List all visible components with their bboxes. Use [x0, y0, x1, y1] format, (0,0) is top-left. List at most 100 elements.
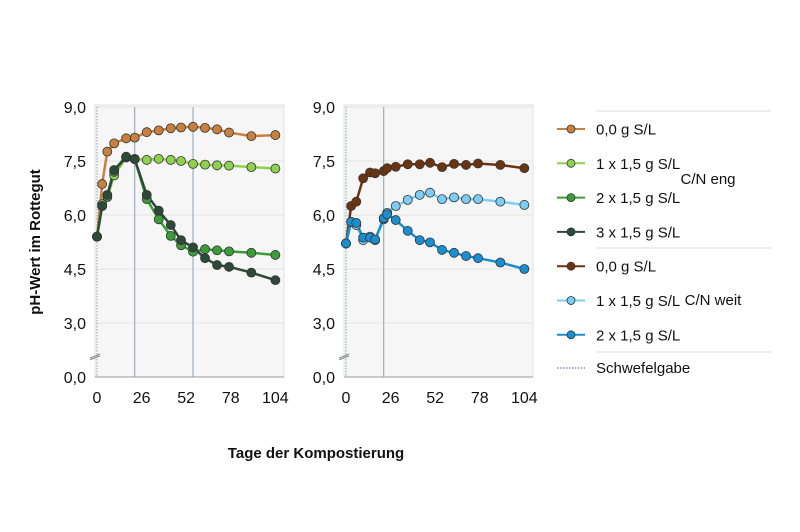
data-point	[390, 215, 401, 225]
data-point	[129, 132, 140, 143]
x-tick-label: 104	[262, 390, 289, 407]
data-point	[153, 153, 164, 164]
data-point	[270, 163, 281, 174]
data-point	[97, 179, 108, 189]
data-point	[212, 260, 222, 270]
legend-marker	[566, 296, 576, 305]
data-point	[414, 189, 425, 200]
x-tick-label: 0	[342, 390, 351, 407]
y-tick-label: 9,0	[313, 100, 335, 117]
data-point	[425, 157, 435, 168]
legend-label: 1 x 1,5 g S/L	[596, 293, 680, 310]
data-point	[270, 275, 281, 286]
data-point	[382, 209, 393, 220]
axis-break-icon	[338, 353, 350, 361]
legend-label: 0,0 g S/L	[596, 259, 656, 276]
legend-sulfur-label: Schwefelgabe	[596, 360, 690, 377]
y-tick-label: 4,5	[313, 262, 335, 279]
legend-label: 2 x 1,5 g S/L	[596, 190, 680, 207]
data-point	[425, 237, 435, 248]
data-point	[351, 196, 362, 207]
y-tick-label: 9,0	[64, 100, 86, 117]
data-point	[129, 154, 140, 165]
x-tick-label: 78	[222, 390, 240, 407]
data-point	[449, 247, 459, 258]
y-tick-label: 6,0	[313, 208, 335, 225]
data-point	[102, 189, 113, 200]
data-point	[212, 124, 222, 135]
y-tick-label: 7,5	[313, 154, 335, 171]
data-point	[153, 125, 164, 136]
data-point	[165, 220, 176, 230]
data-point	[437, 194, 447, 205]
x-tick-label: 26	[133, 390, 151, 407]
data-point	[176, 235, 186, 246]
data-point	[121, 133, 132, 144]
data-point	[141, 189, 152, 200]
data-point	[246, 247, 257, 258]
data-point	[200, 244, 210, 255]
data-point	[270, 250, 281, 260]
data-point	[224, 127, 234, 138]
data-point	[390, 201, 401, 211]
legend-marker	[566, 261, 576, 271]
data-point	[165, 155, 176, 165]
data-point	[109, 165, 120, 175]
y-axis-title: pH-Wert im Rottegut	[27, 169, 44, 315]
data-point	[351, 218, 362, 228]
y-tick-label: 7,5	[64, 154, 86, 171]
legend-marker	[566, 193, 576, 203]
y-tick-label: 3,0	[313, 316, 335, 333]
y-tick-label: 6,0	[64, 208, 86, 225]
data-point	[473, 194, 483, 205]
data-point	[390, 161, 401, 172]
data-point	[121, 151, 132, 162]
x-tick-label: 78	[471, 390, 489, 407]
data-point	[246, 267, 257, 278]
legend-label: 1 x 1,5 g S/L	[596, 156, 680, 173]
data-point	[495, 196, 506, 207]
data-point	[495, 257, 506, 268]
x-tick-label: 104	[511, 390, 538, 407]
data-point	[382, 163, 393, 174]
data-point	[425, 187, 435, 198]
data-point	[519, 264, 530, 274]
data-point	[188, 158, 198, 169]
data-point	[519, 200, 530, 210]
x-tick-label: 0	[93, 390, 102, 407]
data-point	[370, 234, 381, 245]
data-point	[473, 253, 483, 264]
x-tick-label: 52	[426, 390, 444, 407]
y-tick-label: 0,0	[313, 370, 335, 387]
y-tick-label: 4,5	[64, 262, 86, 279]
legend-marker	[566, 330, 576, 340]
data-point	[102, 146, 113, 157]
data-point	[212, 160, 222, 171]
data-point	[188, 121, 198, 132]
data-point	[370, 168, 381, 179]
data-point	[449, 192, 459, 203]
data-point	[246, 131, 257, 142]
data-point	[414, 159, 425, 170]
data-point	[97, 201, 108, 211]
plot-area-1	[94, 104, 285, 378]
data-point	[200, 159, 210, 170]
legend-label: 2 x 1,5 g S/L	[596, 327, 680, 344]
data-point	[519, 163, 530, 174]
data-point	[437, 162, 447, 173]
x-tick-label: 52	[177, 390, 195, 407]
x-axis-title: Tage der Kompostierung	[228, 445, 404, 462]
data-point	[92, 231, 102, 242]
legend-marker	[566, 158, 576, 168]
data-point	[461, 160, 471, 170]
data-point	[212, 245, 222, 256]
axis-break-icon	[89, 353, 101, 361]
legend-label: 0,0 g S/L	[596, 122, 656, 139]
data-point	[402, 194, 413, 205]
data-point	[246, 162, 257, 173]
data-point	[402, 159, 413, 170]
data-point	[153, 205, 164, 216]
legend-group-label: C/N eng	[680, 171, 735, 188]
